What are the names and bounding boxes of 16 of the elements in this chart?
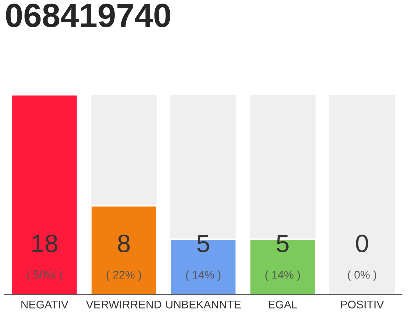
data-label: 5	[198, 235, 210, 253]
annotation: ( 0% )	[348, 270, 376, 282]
annotation: ( 14% )	[186, 270, 221, 282]
chart-title: 068419740	[6, 4, 170, 28]
data-label: 8	[118, 234, 130, 253]
annotation: ( 50% )	[27, 270, 62, 282]
x-tick-label: VERWIRREND	[86, 300, 162, 309]
annotation: ( 14% )	[266, 270, 300, 282]
annotation: ( 22% )	[106, 270, 142, 282]
data-label: 0	[356, 234, 368, 253]
data-label: 5	[276, 235, 289, 253]
x-tick-label: POSITIV	[341, 300, 384, 309]
x-tick-label: EGAL	[268, 300, 298, 309]
x-tick-label: NEGATIV	[22, 300, 69, 309]
data-label: 18	[32, 234, 58, 253]
x-tick-label: UNBEKANNTE	[166, 300, 241, 309]
